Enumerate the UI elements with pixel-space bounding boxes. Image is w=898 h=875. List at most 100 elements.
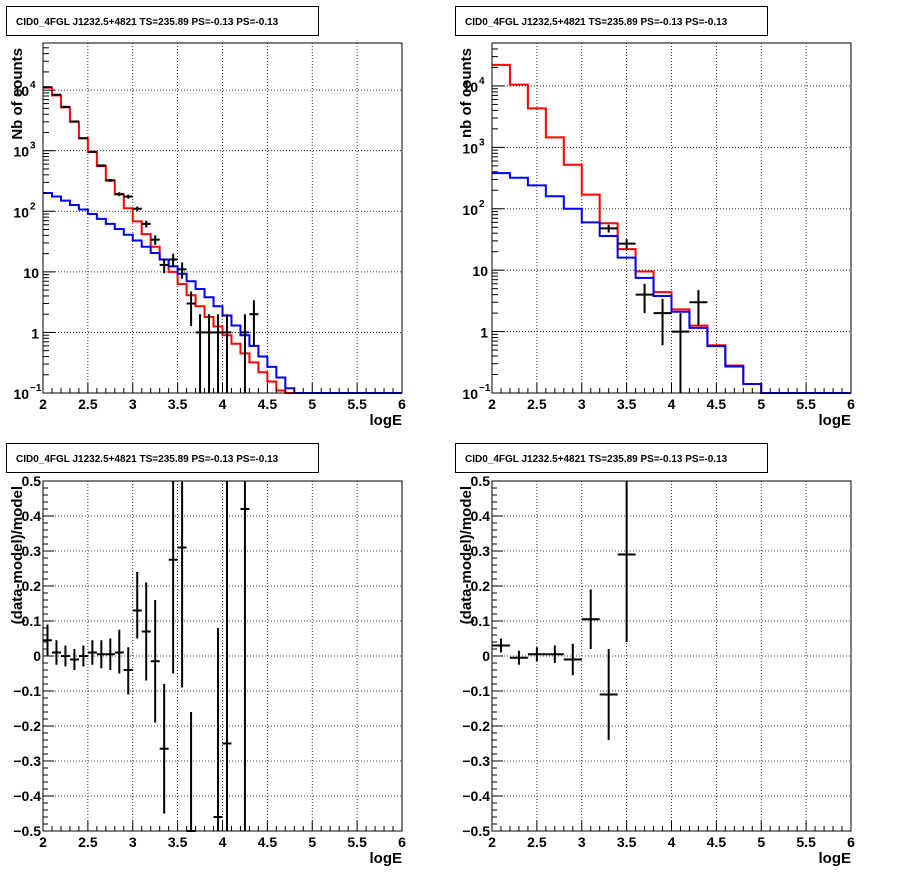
chart-panel-3: CID0_4FGL J1232.5+4821 TS=235.89 PS=-0.1… bbox=[6, 443, 406, 867]
data-point bbox=[249, 300, 259, 346]
chart-title: CID0_4FGL J1232.5+4821 TS=235.89 PS=-0.1… bbox=[16, 454, 279, 465]
chart-panel-1: CID0_4FGL J1232.5+4821 TS=235.89 PS=-0.1… bbox=[6, 6, 406, 429]
y-tick-exponent: 3 bbox=[30, 141, 36, 152]
y-tick-label: 10 bbox=[472, 263, 488, 279]
y-axis: −0.5 −0.4 −0.3 −0.2 −0.1 0 0.1 0.2 0.3 0.4 0.5(dat… bbox=[9, 473, 54, 839]
data-point bbox=[114, 192, 124, 197]
x-tick-label: 3 bbox=[129, 834, 137, 850]
y-tick-label: 0.2 bbox=[22, 578, 42, 594]
y-tick-label: 0.4 bbox=[22, 508, 42, 524]
data-point bbox=[78, 137, 88, 140]
data-point bbox=[123, 647, 133, 695]
data-point bbox=[177, 262, 187, 279]
data-point bbox=[43, 624, 52, 656]
y-tick-label: 0.4 bbox=[471, 508, 491, 524]
y-tick-label: 10 bbox=[23, 265, 39, 281]
x-tick-label: 3 bbox=[129, 396, 137, 412]
data-point bbox=[617, 481, 636, 642]
data-point bbox=[168, 481, 178, 674]
x-tick-label: 3.5 bbox=[617, 834, 637, 850]
y-tick-label: 0.2 bbox=[471, 578, 491, 594]
y-tick-label: −0.2 bbox=[462, 718, 490, 734]
data-point bbox=[96, 640, 106, 669]
x-tick-label: 3 bbox=[578, 834, 586, 850]
chart-title: CID0_4FGL J1232.5+4821 TS=235.89 PS=-0.1… bbox=[465, 17, 728, 28]
y-tick-label: 1 bbox=[31, 325, 39, 341]
data-point bbox=[186, 291, 196, 327]
data-points bbox=[599, 224, 708, 393]
y-axis: −0.5 −0.4 −0.3 −0.2 −0.1 0 0.1 0.2 0.3 0.4 0.5(dat… bbox=[458, 473, 503, 839]
y-tick-label: 10 bbox=[13, 83, 29, 99]
chart-title-box: CID0_4FGL J1232.5+4821 TS=235.89 PS=-0.1… bbox=[6, 443, 319, 473]
y-tick-exponent: 4 bbox=[30, 80, 36, 91]
x-tick-label: 4.5 bbox=[707, 396, 727, 412]
data-points bbox=[43, 481, 250, 832]
data-point bbox=[240, 481, 250, 831]
x-tick-label: 3 bbox=[578, 396, 586, 412]
x-tick-label: 2 bbox=[39, 834, 47, 850]
chart-title-box: CID0_4FGL J1232.5+4821 TS=235.89 PS=-0.1… bbox=[455, 443, 768, 473]
data-point bbox=[599, 649, 618, 740]
y-tick-label: 1 bbox=[480, 325, 488, 341]
data-point bbox=[204, 314, 214, 393]
title-frame bbox=[6, 443, 319, 473]
data-point bbox=[240, 314, 250, 393]
x-tick-label: 6 bbox=[398, 396, 406, 412]
x-tick-label: 2 bbox=[39, 396, 47, 412]
data-point bbox=[222, 314, 232, 393]
y-axis-label: Nb of counts bbox=[9, 48, 26, 140]
data-point bbox=[60, 645, 70, 667]
data-point bbox=[60, 105, 70, 108]
data-point bbox=[545, 645, 564, 663]
data-point bbox=[599, 224, 618, 233]
data-point bbox=[141, 220, 151, 228]
data-point bbox=[51, 640, 61, 665]
y-tick-label: −0.1 bbox=[13, 683, 41, 699]
data-point bbox=[87, 640, 97, 665]
y-tick-label: 10 bbox=[13, 204, 29, 220]
x-tick-label: 5.5 bbox=[347, 396, 367, 412]
x-tick-label: 3.5 bbox=[168, 396, 188, 412]
data-point bbox=[132, 206, 142, 212]
y-tick-exponent: −1 bbox=[30, 383, 42, 394]
data-point bbox=[689, 290, 708, 326]
y-tick-label: 0.1 bbox=[471, 613, 491, 629]
x-tick-label: 2.5 bbox=[78, 396, 98, 412]
data-point bbox=[527, 647, 546, 662]
y-tick-label: −0.3 bbox=[462, 753, 490, 769]
y-tick-label: 10 bbox=[13, 144, 29, 160]
y-tick-exponent: −1 bbox=[479, 383, 491, 394]
data-point bbox=[617, 239, 636, 250]
y-tick-exponent: 4 bbox=[479, 76, 485, 87]
data-point bbox=[671, 313, 690, 393]
y-tick-label: −0.2 bbox=[13, 718, 41, 734]
data-point bbox=[141, 582, 151, 681]
data-point bbox=[213, 314, 223, 393]
x-tick-label: 4 bbox=[219, 396, 227, 412]
x-tick-label: 2.5 bbox=[78, 834, 98, 850]
data-point bbox=[69, 120, 79, 123]
x-tick-label: 3.5 bbox=[168, 834, 188, 850]
y-axis-label: (data-model)/model bbox=[458, 486, 475, 624]
data-point bbox=[177, 481, 187, 688]
data-point bbox=[222, 481, 232, 831]
chart-title: CID0_4FGL J1232.5+4821 TS=235.89 PS=-0.1… bbox=[16, 17, 279, 28]
data-point bbox=[132, 572, 142, 639]
x-axis-label: logE bbox=[819, 850, 852, 867]
chart-panel-4: CID0_4FGL J1232.5+4821 TS=235.89 PS=-0.1… bbox=[455, 443, 855, 867]
x-tick-label: 6 bbox=[847, 396, 855, 412]
y-axis-label: (data-model)/model bbox=[9, 486, 26, 624]
x-tick-label: 5 bbox=[308, 834, 316, 850]
y-tick-label: 10 bbox=[462, 79, 478, 95]
y-tick-label: 10 bbox=[462, 140, 478, 156]
data-point bbox=[581, 589, 600, 649]
x-tick-label: 2.5 bbox=[527, 834, 547, 850]
y-tick-label: −0.4 bbox=[462, 788, 490, 804]
grid bbox=[492, 43, 851, 393]
y-tick-label: −0.1 bbox=[462, 683, 490, 699]
y-tick-label: 10 bbox=[462, 386, 478, 402]
